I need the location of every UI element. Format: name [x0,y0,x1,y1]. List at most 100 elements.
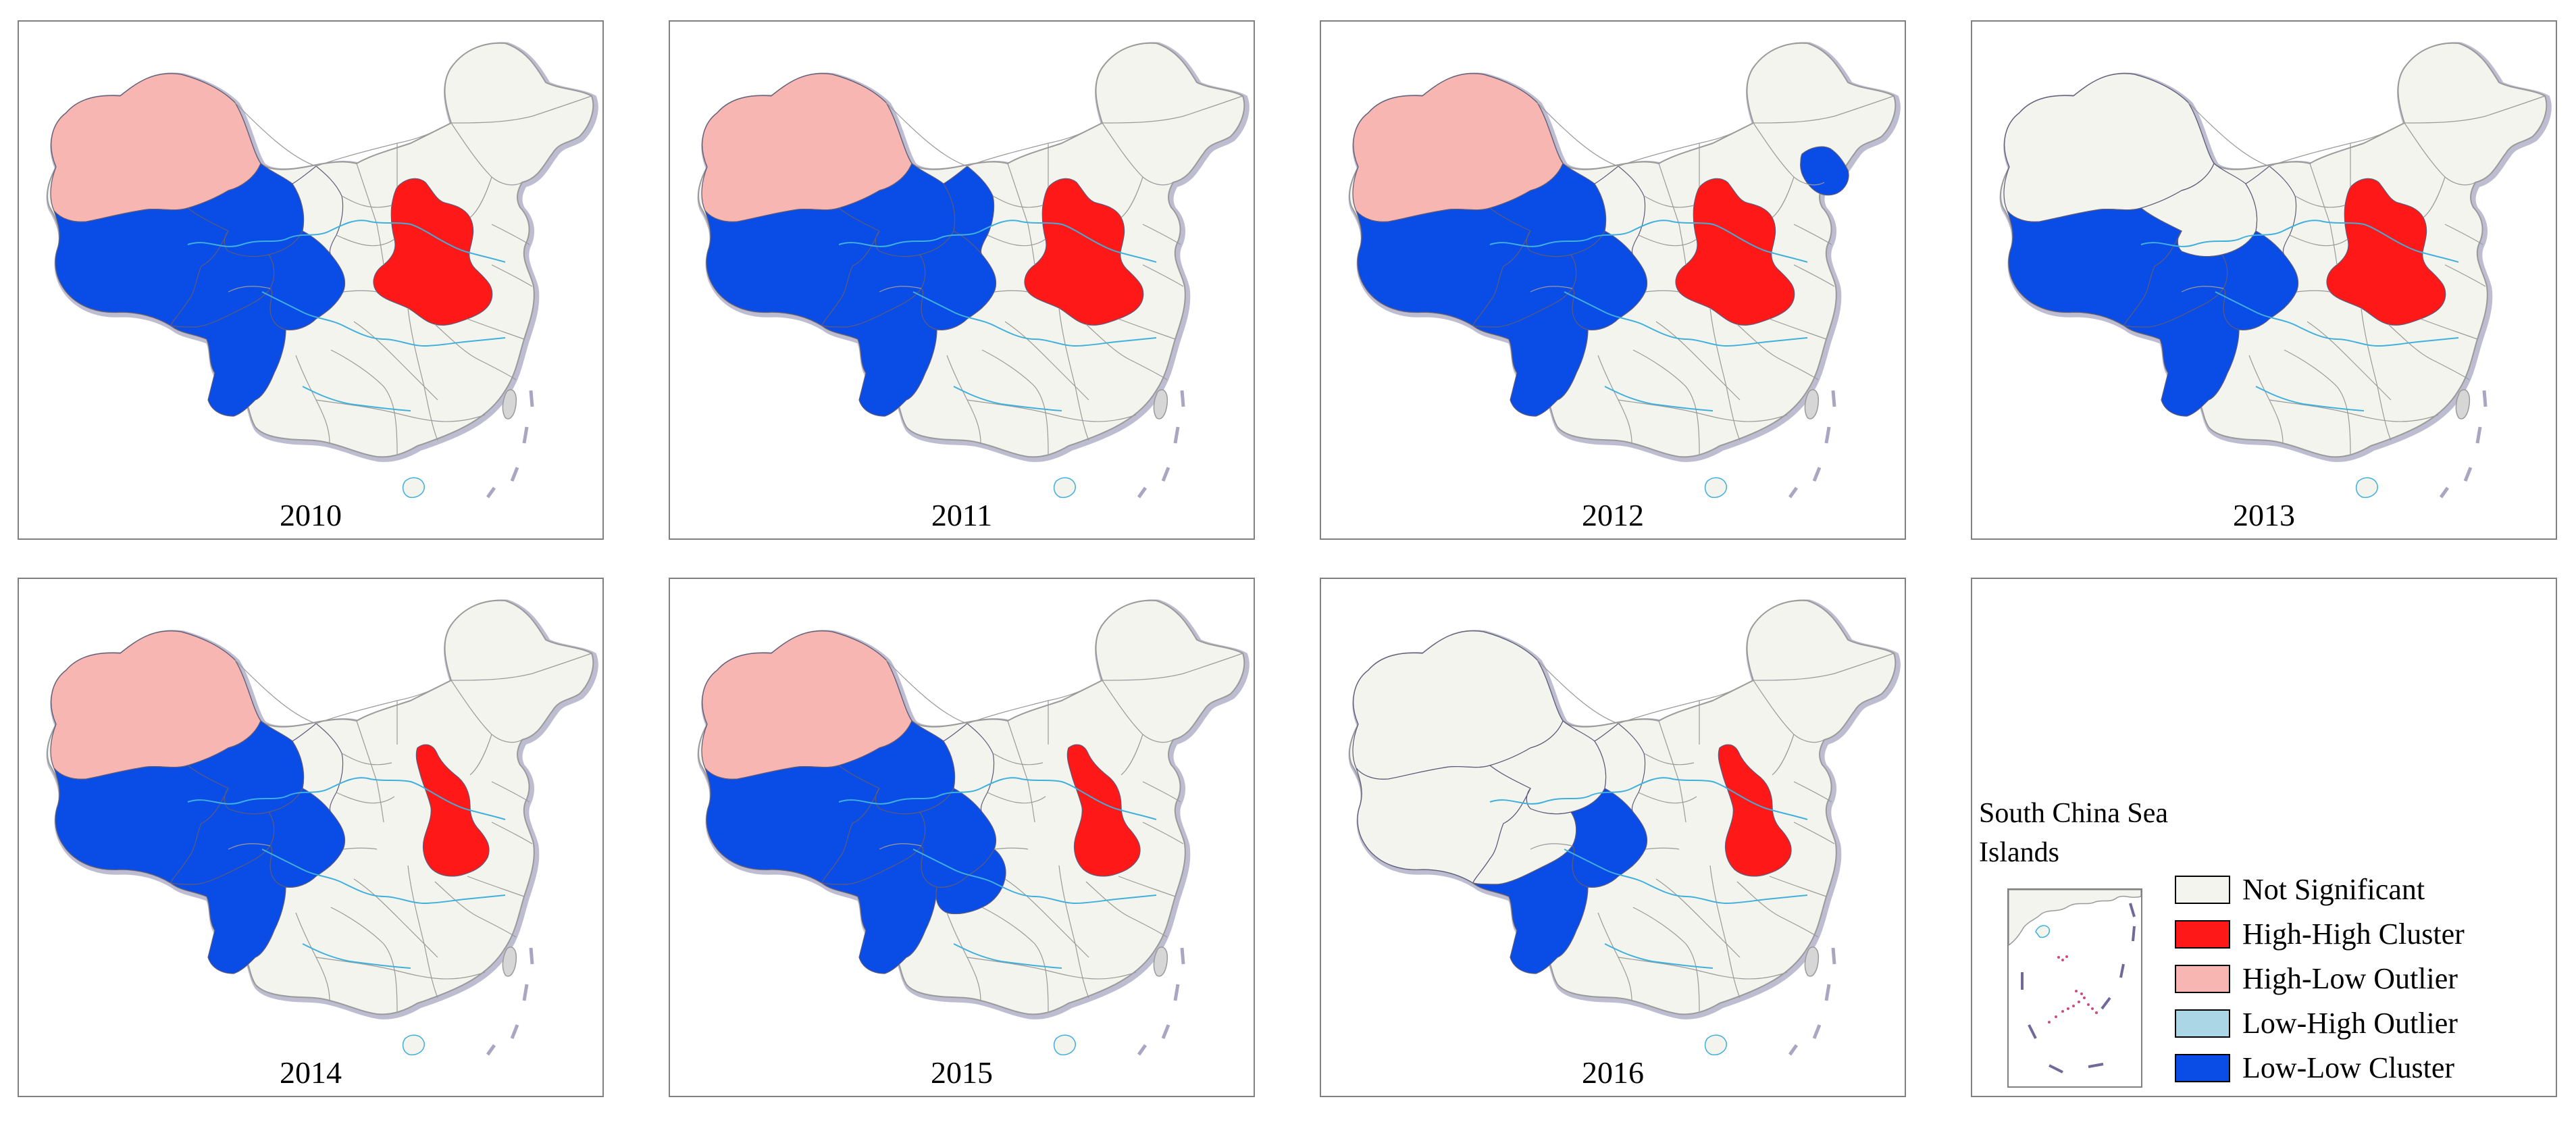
maritime-boundary-dash [486,1044,496,1056]
legend-item-low-high: Low-High Outlier [2175,1005,2553,1042]
maritime-boundary-dash [1137,486,1148,499]
hainan [1704,1034,1727,1056]
province-boundary [885,659,968,724]
province-boundary [1632,349,1700,455]
province-boundary [434,881,517,938]
province-boundary [1142,224,1181,245]
province-boundary [234,102,317,167]
legend-label: High-High Cluster [2242,917,2465,951]
province-boundary [1118,876,1176,897]
province-boundary [1643,195,1695,208]
province-boundary [2294,195,2346,208]
legend-swatch [2175,1009,2230,1038]
province-boundary [992,195,1044,208]
province-boundary [1530,843,1573,850]
river [261,849,506,905]
region-jilin [1800,146,1849,196]
china-map [46,42,598,499]
province-boundary [1142,822,1184,844]
river [953,386,1062,411]
province-boundary [879,286,922,293]
maritime-boundary-dash [522,984,529,1001]
province-boundary [1753,122,1825,186]
maritime-boundary-dash [510,1024,519,1039]
taiwan [1153,947,1168,977]
map-panel-2013: 2013 [1971,20,2557,540]
province-boundary [1753,95,1895,124]
river [1604,386,1714,411]
province-boundary [2309,163,2338,266]
river [261,291,506,347]
province-boundary [356,163,384,266]
province-boundary [228,286,271,293]
panel-year-label: 2012 [1582,498,1644,532]
province-boundary [2296,290,2331,293]
river [187,777,506,820]
legend-label: Low-Low Cluster [2242,1051,2455,1084]
map-panel-2012: 2012 [1320,20,1906,540]
panel-year-label: 2016 [1582,1055,1644,1090]
legend-item-high-low: High-Low Outlier [2175,960,2553,998]
maritime-boundary-dash [510,467,519,482]
province-boundary [396,970,486,980]
province-boundary [336,234,395,247]
province-boundary [1655,321,1741,401]
maritime-boundary-dash [529,390,534,407]
province-boundary [1004,878,1089,958]
province-boundary [1085,881,1168,938]
maritime-boundary-dash [1824,984,1831,1001]
legend-swatch [2175,1054,2230,1082]
province-boundary [396,413,486,422]
maritime-boundary-dash [1812,467,1822,482]
region-yunnan [821,288,937,417]
province-boundary [1085,324,1168,380]
map-panel-2010: 2010 [18,20,604,540]
province-boundary [1658,163,1686,266]
river [2215,291,2459,347]
province-boundary [1537,659,1619,724]
hainan [2355,477,2378,499]
panel-year-label: 2014 [280,1055,342,1090]
province-boundary [1699,970,1788,980]
province-boundary [342,847,378,850]
province-boundary [434,324,517,380]
region-yunnan [1472,845,1589,974]
maritime-boundary-dash [1831,390,1836,407]
province-boundary [1772,176,1795,218]
province-boundary [1793,264,1835,287]
province-boundary [2444,224,2483,245]
province-boundary [1643,753,1695,765]
legend-item-high-high: High-High Cluster [2175,915,2553,953]
province-boundary [469,734,492,776]
china-map [1999,42,2552,499]
province-boundary [2444,264,2486,287]
hainan [1053,477,1076,499]
province-boundary [994,847,1029,850]
province-boundary [467,876,525,897]
maritime-boundary-dash [1788,1044,1799,1056]
map-panel-2015: 2015 [669,578,1255,1097]
river [1489,777,1808,820]
river [1604,943,1714,969]
legend-swatch [2175,965,2230,993]
province-boundary [1793,781,1832,803]
river [838,777,1157,820]
river [953,943,1062,969]
legend-label: Not Significant [2242,873,2425,906]
province-boundary [1102,122,1174,186]
maritime-boundary-dash [522,426,529,444]
province-boundary [1142,781,1181,803]
province-boundary [341,753,392,765]
panel-year-label: 2013 [2233,498,2295,532]
province-boundary [1048,970,1137,980]
province-boundary [228,843,271,850]
province-boundary [341,195,392,208]
river [912,291,1157,347]
china-map [46,599,598,1056]
province-boundary [1632,907,1700,1012]
south-china-sea-inset [2007,888,2142,1088]
province-boundary [450,653,592,681]
province-boundary [1058,865,1089,999]
taiwan [1804,389,1820,420]
panel-year-label: 2015 [931,1055,993,1090]
